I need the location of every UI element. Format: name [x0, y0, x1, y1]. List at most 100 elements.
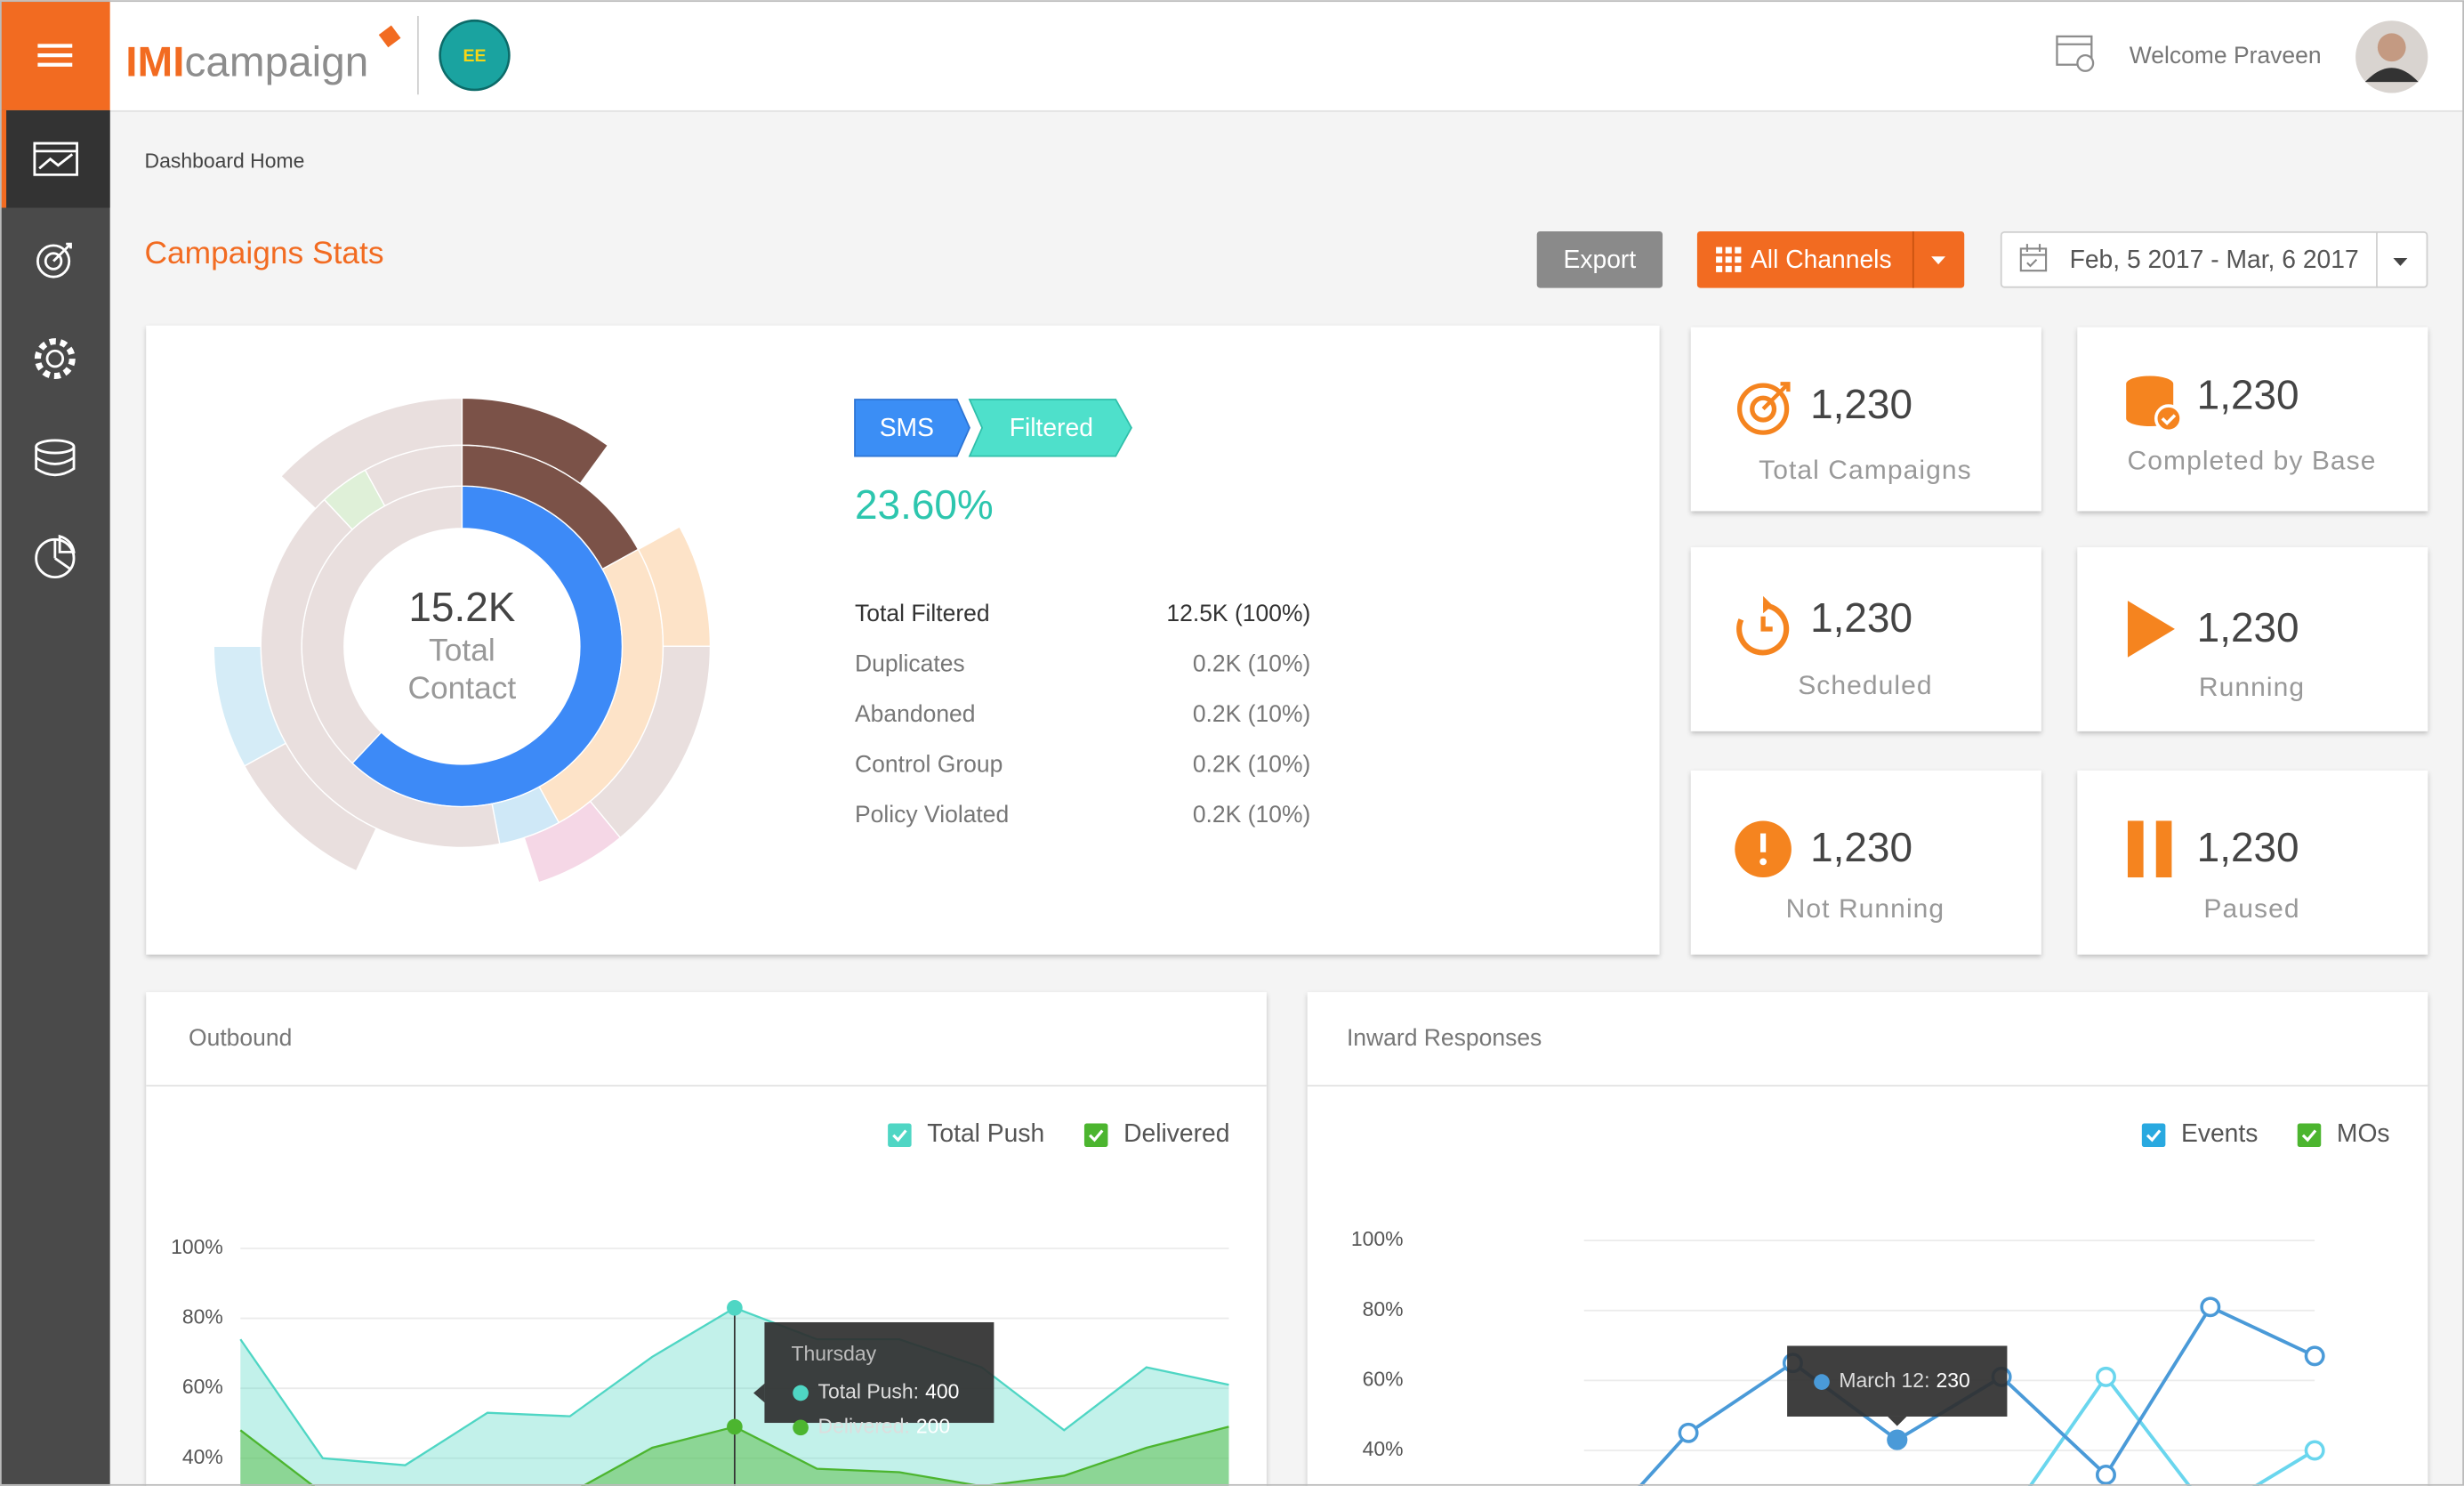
- point: [727, 1418, 743, 1435]
- avatar-face: [2377, 33, 2406, 62]
- point: [727, 1299, 743, 1316]
- point: [2095, 1366, 2116, 1387]
- row-value: 12.5K (100%): [1166, 600, 1310, 626]
- caret: [1931, 256, 1946, 265]
- logo-rest: campaign: [185, 38, 369, 85]
- card-value: 1,230: [1810, 824, 1912, 870]
- panel-title: Inward Responses: [1347, 1024, 1542, 1051]
- caret: [2393, 258, 2408, 266]
- nav-database[interactable]: [35, 439, 76, 477]
- point: [2304, 1345, 2325, 1367]
- nav-active-bar: [0, 109, 7, 208]
- nav-settings[interactable]: [34, 338, 76, 380]
- point: [2200, 1296, 2221, 1318]
- button-label: Export: [1564, 245, 1637, 273]
- tooltip-dot: [793, 1385, 809, 1401]
- point-active: [1887, 1429, 1908, 1450]
- stat-card[interactable]: 1,230 Running: [2077, 547, 2428, 731]
- icon: [2155, 820, 2172, 878]
- legend-item[interactable]: MOs: [2297, 1119, 2390, 1148]
- tooltip-label: Delivered:: [818, 1414, 910, 1437]
- nav-icon: [52, 242, 72, 262]
- avatar[interactable]: [2355, 20, 2428, 93]
- row-label: Control Group: [855, 751, 1003, 778]
- tooltip-dot: [793, 1419, 809, 1436]
- stat-card[interactable]: 1,230 Total Campaigns: [1690, 327, 2041, 512]
- menu-button[interactable]: [0, 0, 110, 110]
- channels-button[interactable]: All Channels: [1696, 230, 1965, 288]
- row-label: Abandoned: [855, 700, 976, 727]
- legend-checkbox: [2141, 1123, 2166, 1148]
- icon: [1736, 383, 1790, 435]
- tooltip-value: 400: [925, 1380, 959, 1403]
- tooltip-arrow: [1888, 1416, 1907, 1426]
- center-value: 15.2K: [408, 584, 515, 630]
- tooltip-label: March 12:: [1839, 1369, 1929, 1392]
- center-label: Contact: [407, 671, 516, 706]
- button-label: All Channels: [1751, 245, 1892, 273]
- legend-item[interactable]: Delivered: [1083, 1119, 1230, 1147]
- tooltip-title: Thursday: [791, 1342, 876, 1365]
- welcome-text: Welcome Praveen: [2130, 42, 2322, 69]
- tooltip-arrow: [753, 1383, 765, 1403]
- icon-bulb: [2076, 53, 2095, 72]
- export-button[interactable]: Export: [1536, 230, 1663, 288]
- nav-icon: [33, 141, 78, 176]
- legend-check: [1089, 1129, 1104, 1143]
- legend-label: MOs: [2337, 1119, 2390, 1147]
- chip-bg: [968, 399, 1132, 457]
- row-label: Policy Violated: [855, 801, 1009, 828]
- row-value: 0.2K (10%): [1193, 700, 1311, 727]
- stat-card[interactable]: 1,230 Paused: [2077, 770, 2428, 955]
- legend-item[interactable]: Events: [2141, 1119, 2259, 1148]
- nav-reports[interactable]: [35, 534, 76, 579]
- card-label: Total Campaigns: [1759, 456, 1971, 485]
- icon-frame: [2056, 35, 2093, 66]
- notifications-icon[interactable]: [2056, 35, 2095, 72]
- tooltip-value: 230: [1937, 1369, 1970, 1392]
- tooltip-item: Delivered: 200: [818, 1414, 951, 1437]
- y-tick-label: 60%: [182, 1375, 223, 1398]
- picker-bg: [2000, 230, 2428, 288]
- logo-mark: [378, 25, 401, 48]
- logo-strong: IMI: [125, 38, 184, 85]
- tooltip-label: Total Push:: [818, 1380, 920, 1403]
- filter-table: Total Filtered 12.5K (100%) Duplicates 0.2K…: [855, 600, 1310, 828]
- nav-icon: [53, 534, 76, 570]
- y-tick-label: 100%: [1351, 1227, 1404, 1250]
- point: [1678, 1422, 1699, 1443]
- card-value: 1,230: [1810, 381, 1912, 427]
- legend-label: Total Push: [927, 1119, 1044, 1147]
- nav-campaigns[interactable]: [36, 242, 72, 279]
- nav-icon: [36, 244, 71, 279]
- stat-card[interactable]: 1,230 Completed by Base: [2077, 327, 2428, 512]
- stat-card[interactable]: 1,230 Scheduled: [1690, 547, 2041, 731]
- card-label: Running: [2199, 673, 2305, 702]
- breadcrumb: Dashboard Home: [145, 149, 305, 172]
- legend-label: Events: [2181, 1119, 2258, 1147]
- chip-label: Filtered: [1010, 413, 1093, 441]
- card-bg: [1690, 547, 2041, 731]
- header: [0, 0, 2464, 110]
- tooltip: Thursday Total Push: 400 Delivered: 200: [753, 1321, 994, 1437]
- calendar-icon: [2019, 244, 2048, 272]
- logo: IMIcampaign: [125, 38, 368, 85]
- nav-dashboard[interactable]: [0, 109, 110, 208]
- legend-checkbox: [2297, 1123, 2322, 1148]
- nav-icon: [45, 349, 65, 368]
- legend-item[interactable]: Total Push: [888, 1119, 1044, 1147]
- card-label: Paused: [2203, 894, 2299, 924]
- tooltip-bg: [764, 1321, 994, 1424]
- sunburst-segment: [523, 800, 622, 884]
- card-label: Completed by Base: [2128, 447, 2377, 476]
- chip-label: SMS: [880, 413, 934, 441]
- legend-check: [2146, 1129, 2162, 1143]
- sidebar: [0, 109, 110, 1486]
- inward-chart: 100% 80% 60% 40% Events MOs March 12: 230: [1351, 1119, 2390, 1486]
- stat-card[interactable]: 1,230 Not Running: [1690, 770, 2041, 955]
- date-picker[interactable]: Feb, 5 2017 - Mar, 6 2017: [2000, 230, 2428, 288]
- outbound-chart: 100% 80% 60% 40% Total Push Delivered Thursday…: [171, 1119, 1229, 1486]
- nav-icon: [35, 446, 76, 477]
- icon: [1736, 602, 1790, 656]
